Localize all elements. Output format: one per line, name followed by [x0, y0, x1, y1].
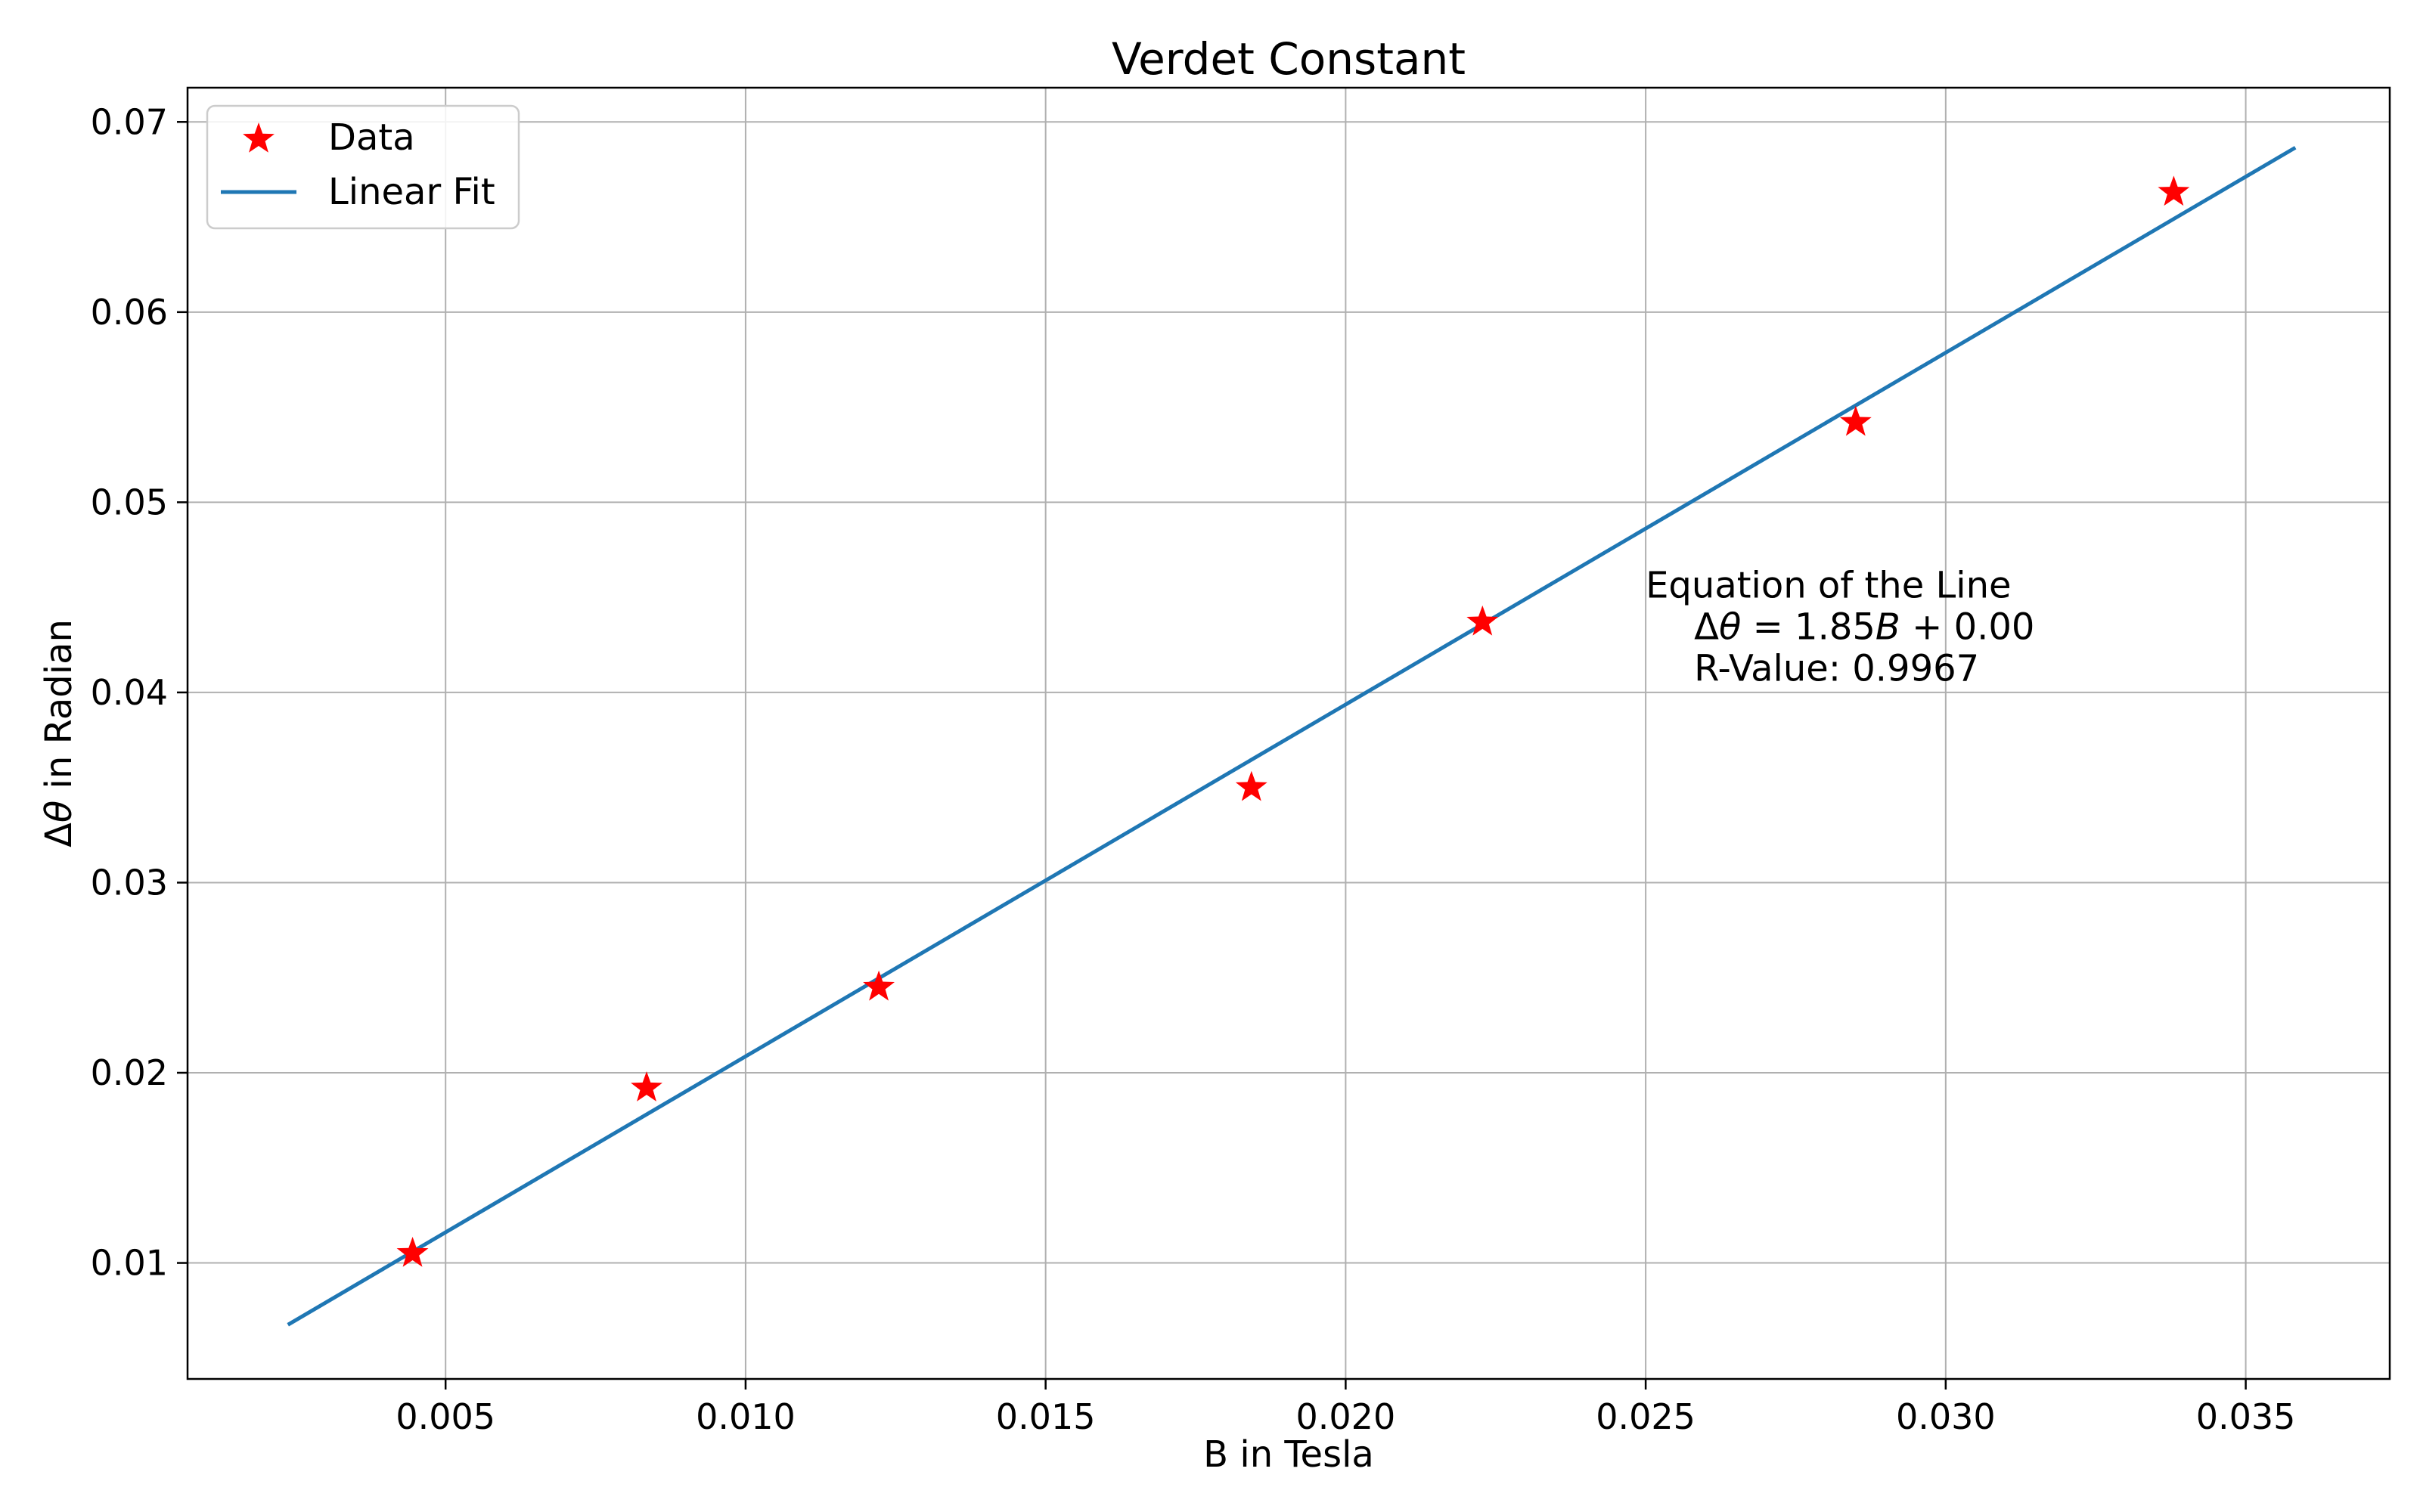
data-point — [1235, 770, 1267, 801]
annotation-intercept: + 0.00 — [1900, 606, 2035, 648]
annotation-variable: B — [1876, 606, 1900, 648]
y-tick-label: 0.07 — [91, 101, 168, 142]
series-layer — [287, 146, 2297, 1327]
annotation-theta: θ — [1719, 606, 1741, 648]
y-axis-label-delta: Δ — [38, 823, 80, 847]
x-axis-ticks: 0.005 0.010 0.015 0.020 0.025 0.030 0.035 — [396, 1379, 2295, 1437]
y-axis-label: Δθ in Radian — [38, 619, 80, 847]
y-tick-label: 0.04 — [91, 672, 168, 713]
x-tick-label: 0.015 — [996, 1396, 1096, 1437]
grid-lines — [188, 88, 2390, 1379]
data-point — [396, 1236, 429, 1267]
x-tick-label: 0.030 — [1896, 1396, 1996, 1437]
annotation-line-1: Equation of the Line — [1646, 564, 2011, 606]
y-tick-label: 0.02 — [91, 1052, 168, 1093]
data-point — [2158, 175, 2190, 206]
legend-label-data: Data — [328, 116, 415, 159]
data-point — [1466, 605, 1499, 636]
annotation-r-value: R-Value: 0.9967 — [1694, 647, 1979, 689]
legend-box — [206, 104, 520, 230]
legend: Data Linear Fit — [206, 104, 520, 230]
x-tick-label: 0.005 — [396, 1396, 495, 1437]
x-tick-label: 0.010 — [696, 1396, 796, 1437]
legend-star-icon — [243, 122, 275, 153]
chart-title: Verdet Constant — [1112, 33, 1466, 85]
annotation-line-2: Δθ = 1.85B + 0.00 — [1694, 606, 2034, 648]
y-tick-label: 0.05 — [91, 482, 168, 522]
plot-frame — [186, 86, 2391, 1380]
y-tick-label: 0.06 — [91, 292, 168, 333]
data-point — [1839, 405, 1872, 436]
linear-fit-line — [287, 146, 2297, 1327]
x-tick-label: 0.025 — [1596, 1396, 1696, 1437]
equation-annotation: Equation of the Line Δθ = 1.85B + 0.00 R… — [1646, 564, 2034, 689]
x-axis-label: B in Tesla — [1203, 1433, 1374, 1476]
data-point — [863, 970, 895, 1001]
data-point — [631, 1071, 662, 1101]
y-axis-ticks: 0.01 0.02 0.03 0.04 0.05 0.06 0.07 — [91, 101, 188, 1284]
annotation-delta: Δ — [1694, 606, 1719, 648]
y-tick-label: 0.01 — [91, 1243, 168, 1284]
y-tick-label: 0.03 — [91, 862, 168, 903]
annotation-slope: = 1.85 — [1741, 606, 1876, 648]
y-axis-label-unit: in Radian — [38, 619, 80, 801]
x-tick-label: 0.035 — [2196, 1396, 2296, 1437]
y-axis-label-theta: θ — [38, 801, 80, 823]
x-tick-label: 0.020 — [1296, 1396, 1396, 1437]
legend-label-fit: Linear Fit — [328, 171, 495, 213]
